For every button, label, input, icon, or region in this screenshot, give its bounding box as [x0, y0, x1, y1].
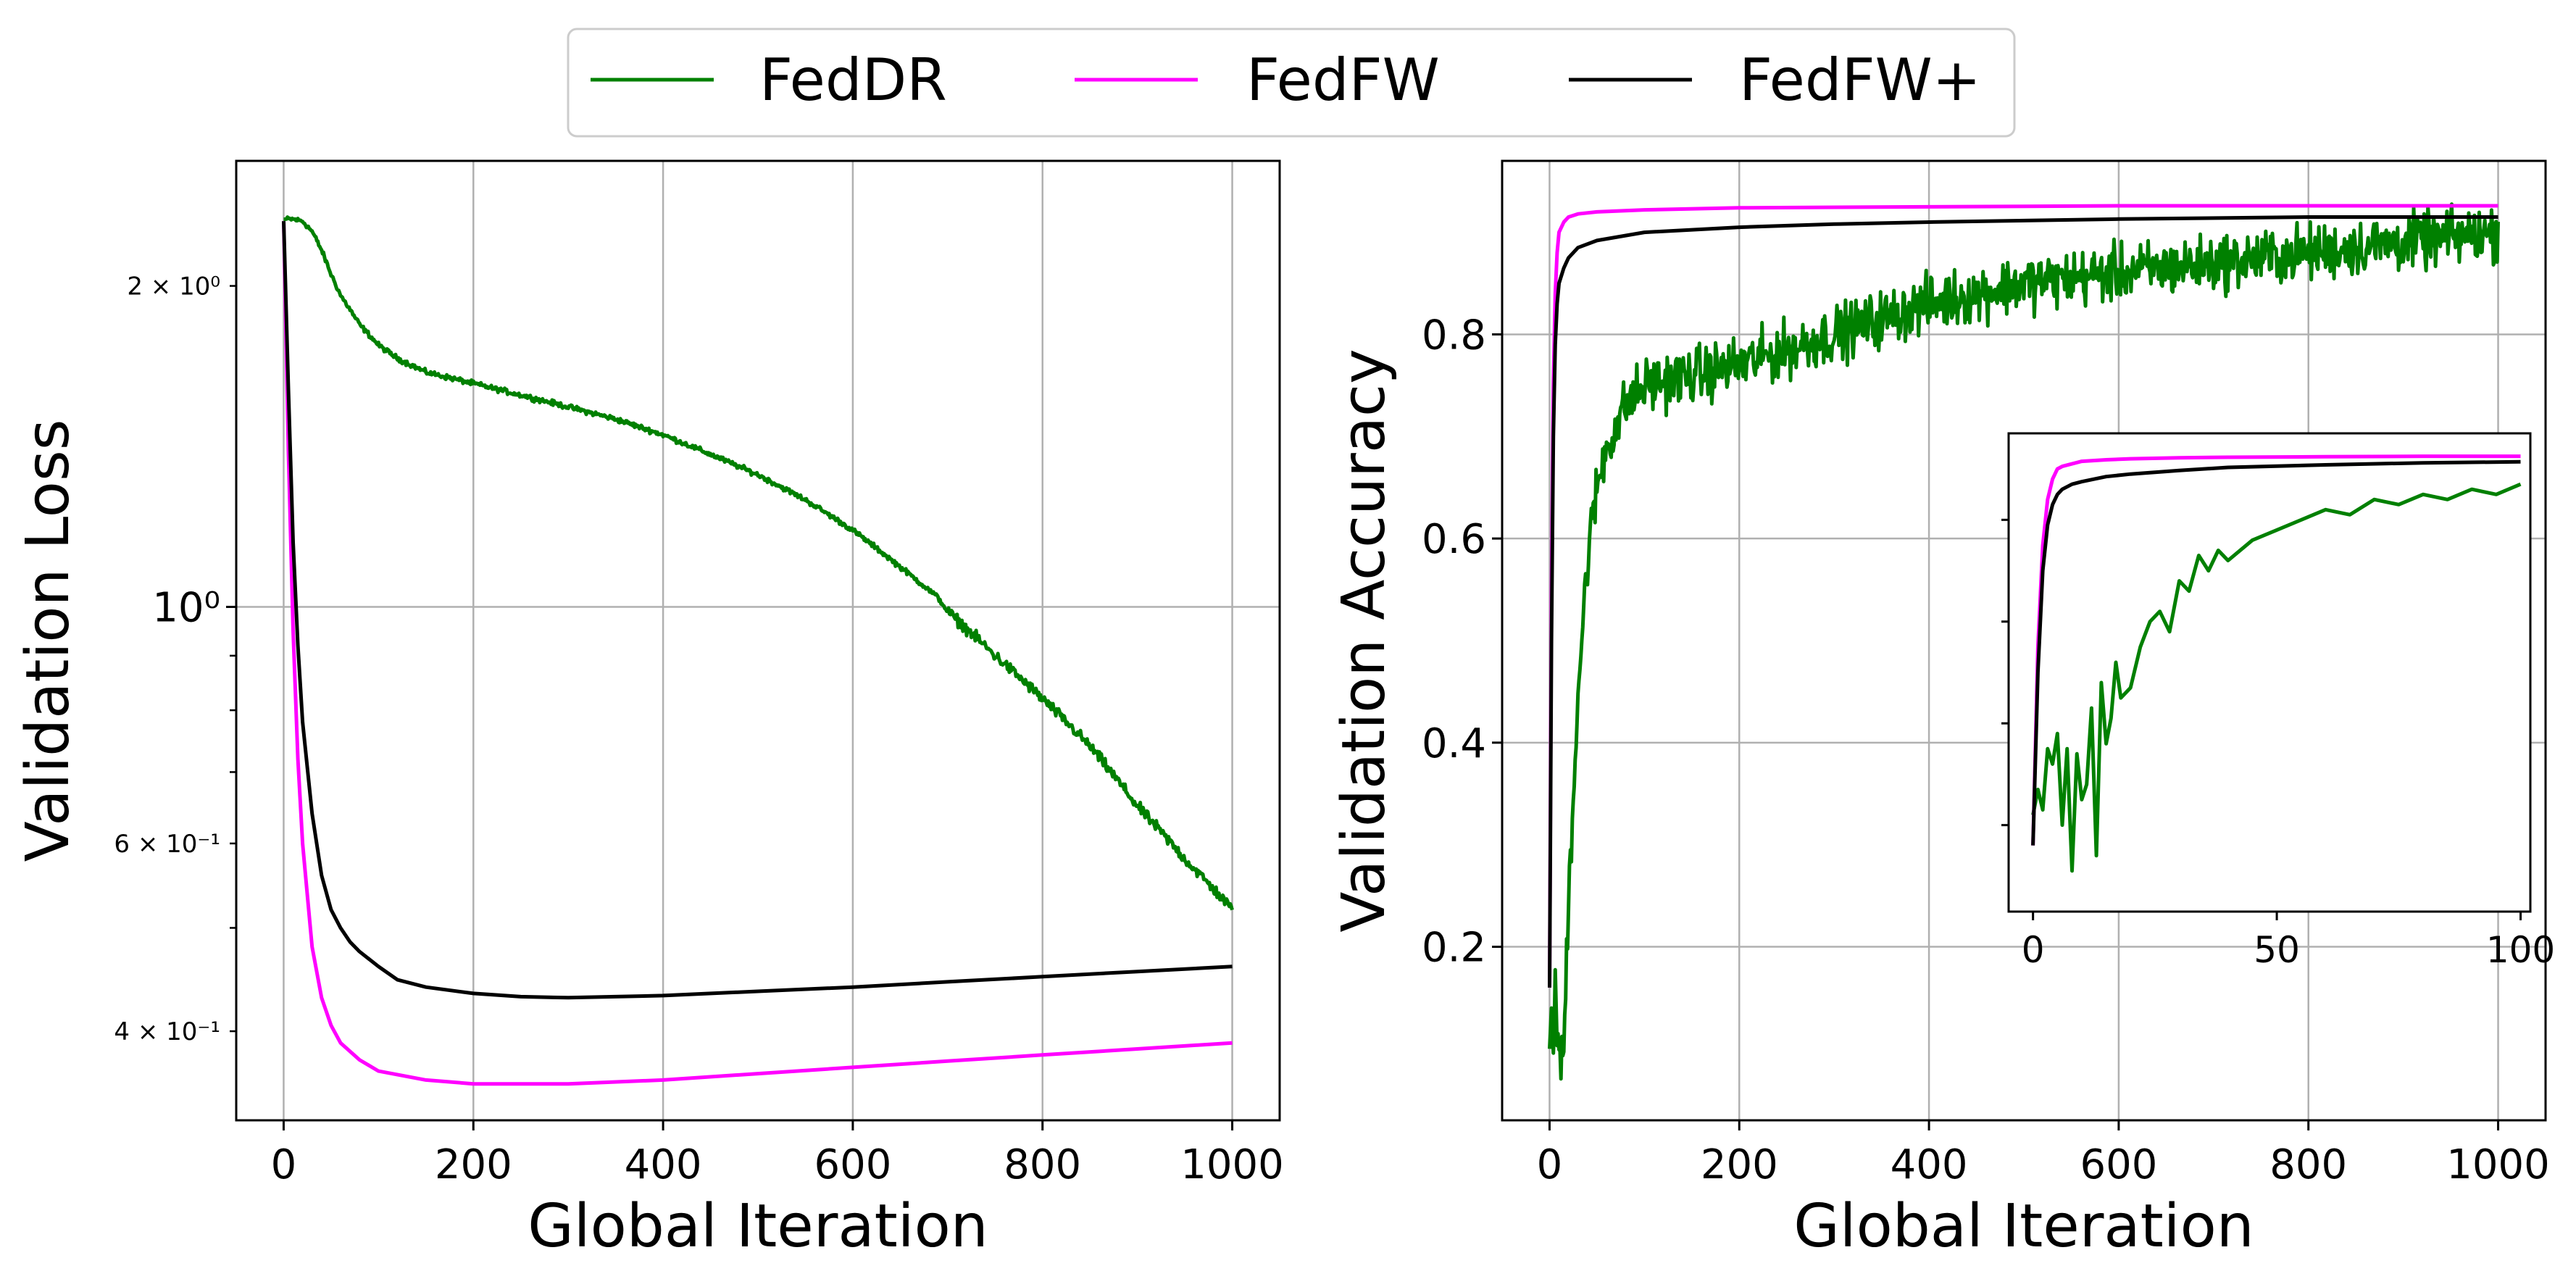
- legend-label-fedfw-plus: FedFW+: [1739, 46, 1981, 114]
- accuracy-y-axis-label: Validation Accuracy: [1330, 349, 1399, 932]
- accuracy-axis-ticks: 0 200 400 600 800 1000 0.2 0.4 0.6 0.8: [1422, 312, 2550, 1188]
- loss-series: [282, 215, 1234, 1086]
- accuracy-x-tick-label: 600: [2080, 1141, 2157, 1188]
- accuracy-x-tick-label: 400: [1891, 1141, 1968, 1188]
- accuracy-x-tick-label: 0: [1537, 1141, 1563, 1188]
- loss-line-feddr: [283, 215, 1234, 911]
- accuracy-x-axis-label: Global Iteration: [1793, 1192, 2254, 1261]
- loss-chart: 0 200 400 600 800 1000 2 × 10⁰ 10⁰ 6 × 10⁻¹ 4 × 1…: [14, 159, 1284, 1261]
- loss-line-fedfw: [282, 221, 1233, 1086]
- accuracy-series: [1548, 202, 2500, 1081]
- accuracy-line-feddr: [1548, 202, 2500, 1081]
- accuracy-y-tick-label: 0.2: [1422, 925, 1486, 972]
- inset-axis-ticks: 0 50 100: [2001, 518, 2555, 971]
- inset-line-fedfw-plus: [2031, 459, 2521, 846]
- accuracy-x-tick-label: 800: [2269, 1141, 2347, 1188]
- inset-background: [2009, 433, 2530, 912]
- inset-x-tick-label: 100: [2486, 929, 2555, 971]
- loss-x-tick-label: 800: [1004, 1141, 1081, 1188]
- loss-plot-frame: [235, 159, 1281, 1122]
- accuracy-y-tick-label: 0.6: [1422, 516, 1486, 563]
- loss-x-axis-label: Global Iteration: [528, 1192, 988, 1261]
- loss-axis-ticks: 0 200 400 600 800 1000 2 × 10⁰ 10⁰ 6 × 10⁻¹ 4 × 1…: [114, 272, 1283, 1188]
- inset-x-tick-label: 0: [2022, 929, 2045, 971]
- loss-y-tick-label: 10⁰: [152, 585, 220, 632]
- legend-box: [567, 28, 2016, 138]
- loss-y-tick-label: 4 × 10⁻¹: [114, 1017, 220, 1046]
- loss-y-tick-label: 2 × 10⁰: [127, 272, 220, 301]
- inset-line-fedfw: [2031, 454, 2521, 846]
- loss-x-tick-label: 0: [271, 1141, 297, 1188]
- accuracy-y-tick-label: 0.8: [1422, 312, 1486, 359]
- legend-label-feddr: FedDR: [759, 46, 947, 114]
- accuracy-x-tick-label: 200: [1701, 1141, 1778, 1188]
- inset-x-tick-label: 50: [2254, 929, 2300, 971]
- accuracy-x-tick-label: 1000: [2446, 1141, 2550, 1188]
- legend: FedDR FedFW FedFW+: [567, 28, 2016, 138]
- loss-y-axis-label: Validation Loss: [14, 420, 83, 862]
- loss-x-tick-label: 1000: [1180, 1141, 1284, 1188]
- inset-frame: [2007, 432, 2532, 913]
- inset-line-feddr: [2031, 482, 2522, 873]
- loss-y-tick-label: 6 × 10⁻¹: [114, 830, 220, 859]
- loss-x-tick-label: 200: [435, 1141, 512, 1188]
- accuracy-line-fedfw-plus: [1548, 215, 2498, 988]
- accuracy-plot-frame: [1501, 159, 2547, 1122]
- loss-gridlines: [236, 161, 1280, 1120]
- loss-line-fedfw-plus: [282, 221, 1233, 1000]
- accuracy-inset: 0 50 100: [2001, 432, 2555, 971]
- accuracy-y-tick-label: 0.4: [1422, 720, 1486, 767]
- legend-label-fedfw: FedFW: [1246, 46, 1440, 114]
- loss-x-tick-label: 600: [814, 1141, 891, 1188]
- inset-series: [2031, 454, 2522, 873]
- loss-x-tick-label: 400: [625, 1141, 702, 1188]
